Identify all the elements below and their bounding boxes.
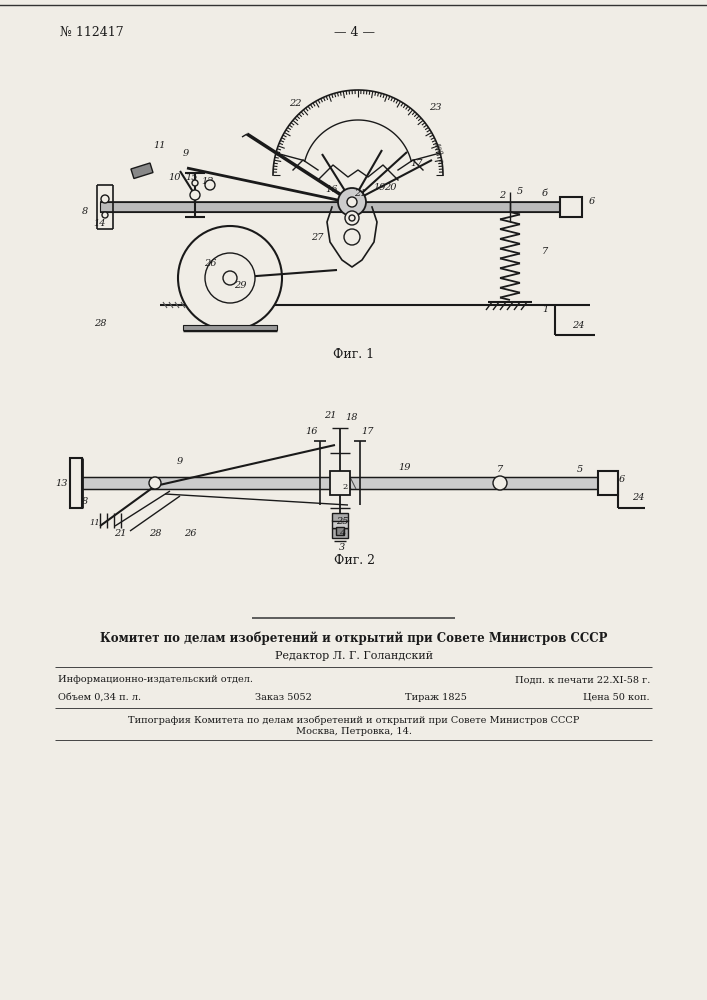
Text: 1: 1 [542, 306, 548, 314]
Text: — 4 —: — 4 — [334, 25, 375, 38]
Text: 21: 21 [324, 412, 337, 420]
Text: 27: 27 [311, 232, 323, 241]
Text: Фиг. 2: Фиг. 2 [334, 554, 375, 566]
Text: 4: 4 [339, 528, 345, 538]
Circle shape [205, 180, 215, 190]
Bar [183, 325, 277, 330]
Text: 19: 19 [374, 184, 386, 192]
Text: 16: 16 [305, 426, 318, 436]
Text: 12: 12 [201, 176, 214, 186]
Bar [100, 202, 580, 212]
Circle shape [345, 211, 359, 225]
Bar [332, 520, 348, 528]
Text: Москва, Петровка, 14.: Москва, Петровка, 14. [296, 728, 412, 736]
Text: 9: 9 [177, 456, 183, 466]
Circle shape [102, 212, 108, 218]
Text: 17: 17 [411, 159, 423, 168]
Bar [330, 471, 350, 495]
Text: 400: 400 [431, 140, 445, 156]
Text: 17: 17 [362, 426, 374, 436]
Circle shape [101, 195, 109, 203]
Text: 21: 21 [114, 528, 127, 538]
Text: 29: 29 [234, 282, 246, 290]
Circle shape [205, 253, 255, 303]
Bar [332, 528, 348, 538]
Text: 8: 8 [82, 208, 88, 217]
Circle shape [493, 476, 507, 490]
Text: Тираж 1825: Тираж 1825 [405, 692, 467, 702]
Circle shape [178, 226, 282, 330]
Text: 25: 25 [336, 516, 349, 526]
Text: Редактор Л. Г. Голандский: Редактор Л. Г. Голандский [275, 651, 433, 661]
Text: 2: 2 [499, 190, 505, 200]
Bar [560, 197, 582, 217]
Circle shape [344, 229, 360, 245]
Text: 10: 10 [169, 174, 181, 182]
Text: Подп. к печати 22.XI-58 г.: Подп. к печати 22.XI-58 г. [515, 676, 650, 684]
Bar [70, 458, 82, 508]
Text: 24: 24 [572, 320, 584, 330]
Text: 28: 28 [94, 318, 106, 328]
Text: Заказ 5052: Заказ 5052 [255, 692, 312, 702]
Text: 5: 5 [577, 464, 583, 474]
Text: 16: 16 [326, 186, 338, 194]
Bar [332, 513, 348, 521]
Circle shape [192, 180, 198, 186]
Text: 3: 3 [339, 544, 345, 552]
Text: 18: 18 [346, 414, 358, 422]
Text: Комитет по делам изобретений и открытий при Совете Министров СССР: Комитет по делам изобретений и открытий … [100, 631, 608, 645]
Text: б: б [542, 188, 548, 198]
Circle shape [190, 190, 200, 200]
Text: Цена 50 коп.: Цена 50 коп. [583, 692, 650, 702]
Text: 11: 11 [153, 141, 166, 150]
Text: 9: 9 [183, 148, 189, 157]
Bar [82, 477, 600, 489]
Bar [336, 527, 344, 535]
Text: 7: 7 [542, 247, 548, 256]
Text: 26: 26 [204, 258, 216, 267]
Text: 20: 20 [384, 182, 396, 192]
Text: 5: 5 [517, 188, 523, 196]
Text: Объем 0,34 п. л.: Объем 0,34 п. л. [58, 692, 141, 702]
Text: 24: 24 [632, 493, 644, 502]
Text: 15: 15 [186, 174, 198, 182]
Text: 23: 23 [428, 103, 441, 111]
Circle shape [223, 271, 237, 285]
Circle shape [347, 197, 357, 207]
Text: 13: 13 [56, 479, 69, 488]
Text: г: г [436, 158, 444, 163]
Circle shape [338, 188, 366, 216]
Text: 14: 14 [94, 219, 106, 228]
Text: 11: 11 [90, 519, 100, 527]
Circle shape [149, 477, 161, 489]
Text: 6: 6 [589, 198, 595, 207]
Text: Информационно-издательский отдел.: Информационно-издательский отдел. [58, 676, 253, 684]
Text: 7: 7 [497, 464, 503, 474]
Text: 2: 2 [342, 483, 348, 491]
Bar [598, 471, 618, 495]
Text: Фиг. 1: Фиг. 1 [334, 349, 375, 361]
Text: 21: 21 [354, 190, 366, 198]
Text: 6: 6 [619, 476, 625, 485]
Text: 22: 22 [288, 99, 301, 107]
Text: 8: 8 [82, 496, 88, 506]
Bar [131, 163, 153, 179]
Text: Типография Комитета по делам изобретений и открытий при Совете Министров СССР: Типография Комитета по делам изобретений… [128, 715, 580, 725]
Circle shape [349, 215, 355, 221]
Text: 19: 19 [399, 464, 411, 473]
Text: № 112417: № 112417 [60, 25, 124, 38]
Text: 28: 28 [148, 528, 161, 538]
Text: 26: 26 [184, 528, 197, 538]
